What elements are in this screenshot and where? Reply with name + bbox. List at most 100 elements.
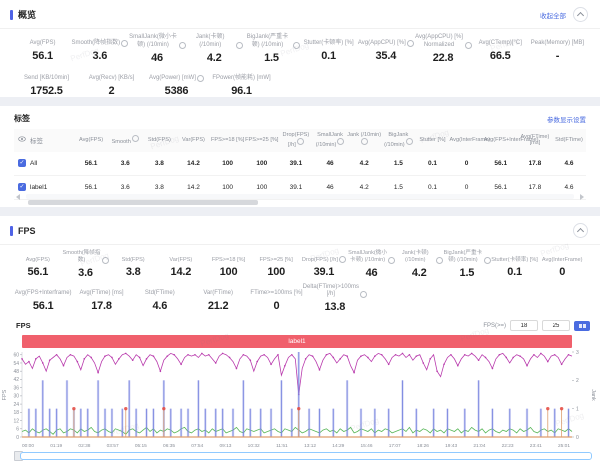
- fps-threshold-low-input[interactable]: [510, 320, 538, 331]
- metric-value: 0: [538, 266, 586, 278]
- table-scroll-right-arrow[interactable]: [580, 194, 584, 200]
- info-icon[interactable]: [436, 257, 443, 264]
- fps-point: [540, 353, 542, 355]
- metric-label: Avg(FPS+Interframe): [14, 284, 72, 298]
- x-tick-label: 11:51: [276, 443, 288, 449]
- info-icon[interactable]: [179, 42, 186, 49]
- info-icon[interactable]: [388, 257, 395, 264]
- metric-label-text: FPower(帧能耗) [mW]: [212, 75, 270, 83]
- fps-point: [505, 357, 507, 359]
- table-scrollbar-track[interactable]: [26, 194, 574, 199]
- info-icon[interactable]: [297, 138, 304, 145]
- fps-threshold-high-input[interactable]: [542, 320, 570, 331]
- metric-label-text: Avg(AppCPU) [%] Normalized: [414, 34, 463, 50]
- overview-collapse-button[interactable]: [573, 7, 588, 22]
- table-column-header[interactable]: Smooth: [108, 135, 142, 145]
- fps-point: [49, 359, 51, 361]
- fps-point: [388, 364, 390, 366]
- metric-value: 56.1: [14, 50, 71, 62]
- chevron-up-icon: [577, 228, 584, 235]
- row-checkbox[interactable]: ✓: [18, 183, 26, 191]
- table-column-header[interactable]: Jank (/10min): [347, 132, 381, 149]
- metric-value: 17.8: [72, 300, 130, 312]
- table-column-header[interactable]: BigJank (/10min): [381, 132, 415, 149]
- collapse-all-link[interactable]: 收起全部: [540, 10, 566, 20]
- labels-title: 标签: [14, 113, 30, 124]
- metric-label: Stutter(卡顿率) [%]: [491, 250, 539, 264]
- table-cell: 56.1: [74, 160, 108, 167]
- table-column-header[interactable]: FPS>=25 [%]: [245, 137, 279, 143]
- fps-point: [263, 354, 265, 356]
- metric-label: Smooth(降帧指数): [71, 34, 128, 48]
- table-cell: 0.1: [415, 160, 449, 167]
- x-tick-label: 05:15: [135, 443, 147, 449]
- table-column-header[interactable]: Avg(FPS): [74, 137, 108, 143]
- chart-scrollbar[interactable]: [20, 452, 592, 460]
- fps-chart[interactable]: 061218243036424854600123FPSJank00:0001:1…: [0, 350, 600, 450]
- y-tick-label: 48: [13, 369, 19, 375]
- x-tick-label: 19:43: [445, 443, 457, 449]
- eye-icon[interactable]: [18, 136, 26, 144]
- table-scroll-left-arrow[interactable]: [16, 194, 20, 200]
- table-cell: 0: [450, 184, 484, 191]
- table-scrollbar-thumb[interactable]: [28, 200, 258, 205]
- info-icon[interactable]: [337, 138, 344, 145]
- info-icon[interactable]: [293, 42, 300, 49]
- table-column-header[interactable]: SmallJank (/10min): [313, 132, 347, 149]
- fps-point: [243, 354, 245, 356]
- fps-collapse-button[interactable]: [573, 223, 588, 238]
- fps-point: [222, 353, 224, 355]
- x-tick-label: 17:07: [389, 443, 401, 449]
- metric-label-text: Avg(AppCPU) [%]: [358, 40, 406, 48]
- table-header-name: 标签: [14, 135, 74, 145]
- metric-label-text: Avg(InterFrame): [542, 257, 583, 264]
- table-column-header[interactable]: Drop(FPS) [/h]: [279, 132, 313, 149]
- metric-item: Peak(Memory) [MB]-: [529, 34, 586, 64]
- table-column-header[interactable]: Std(FTime): [552, 137, 586, 143]
- info-icon[interactable]: [121, 40, 128, 47]
- row-checkbox[interactable]: ✓: [18, 159, 26, 167]
- table-column-header[interactable]: Avg(FPS+InterFrame): [484, 137, 518, 143]
- overview-title: 概览: [18, 8, 36, 21]
- fps-point: [443, 364, 445, 366]
- fps-point: [250, 359, 252, 361]
- table-cell: 0: [450, 160, 484, 167]
- metric-item: Avg(FPS)56.1: [14, 250, 62, 279]
- fps-point: [270, 364, 272, 366]
- info-icon[interactable]: [407, 40, 414, 47]
- info-icon[interactable]: [361, 138, 368, 145]
- info-icon[interactable]: [132, 135, 139, 142]
- metric-label: Peak(Memory) [MB]: [529, 34, 586, 48]
- table-column-header[interactable]: Std(FPS): [142, 137, 176, 143]
- x-tick-label: 18:26: [417, 443, 429, 449]
- info-icon[interactable]: [484, 257, 491, 264]
- fps-point: [512, 357, 514, 359]
- info-icon[interactable]: [339, 256, 346, 263]
- apply-threshold-button[interactable]: [574, 321, 590, 331]
- metric-item: FTime>=100ms [%]0: [247, 284, 305, 314]
- table-column-header[interactable]: Avg(InterFrame): [450, 137, 484, 143]
- info-icon[interactable]: [102, 257, 109, 264]
- metric-item: Stutter(卡顿率) [%]0.1: [300, 34, 357, 64]
- metric-label: Stutter(卡顿率) [%]: [300, 34, 357, 48]
- fps-point: [118, 358, 120, 360]
- info-icon[interactable]: [465, 42, 472, 49]
- table-column-header[interactable]: Var(FPS): [176, 137, 210, 143]
- table-column-header[interactable]: FPS>=18 [%]: [211, 137, 245, 143]
- info-icon[interactable]: [197, 75, 204, 82]
- table-column-header[interactable]: Stutter [%]: [415, 137, 449, 143]
- info-icon[interactable]: [236, 42, 243, 49]
- display-settings-link[interactable]: 参数显示设置: [547, 114, 586, 124]
- metric-label: FPower(帧能耗) [mW]: [209, 69, 274, 83]
- column-header-label: Jank (/10min): [347, 132, 381, 138]
- fps-point: [187, 354, 189, 356]
- info-icon[interactable]: [406, 138, 413, 145]
- fps-point: [360, 355, 362, 357]
- info-icon[interactable]: [360, 291, 367, 298]
- metric-label: Avg(FPS): [14, 34, 71, 48]
- metric-label: Avg(AppCPU) [%]: [357, 34, 414, 48]
- table-cell: 14.2: [176, 160, 210, 167]
- metric-value: 100: [252, 266, 300, 278]
- metric-label-text: FPS>=18 [%]: [212, 257, 245, 264]
- table-column-header[interactable]: Avg(FTime) [ms]: [518, 134, 552, 147]
